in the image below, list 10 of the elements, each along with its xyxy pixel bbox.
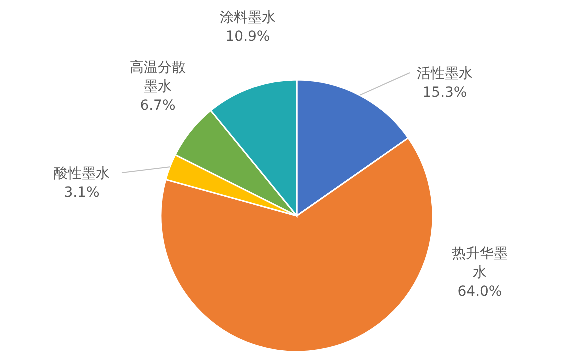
slice-label: 涂料墨水	[220, 10, 276, 26]
data-label: 10.9%	[226, 29, 270, 45]
slice-label: 活性墨水	[417, 66, 473, 82]
slice-label: 酸性墨水	[54, 166, 110, 182]
data-label: 64.0%	[458, 284, 502, 300]
slice-label: 高温分散墨水	[130, 60, 186, 95]
data-label: 3.1%	[64, 185, 100, 201]
slice-label: 热升华墨水	[452, 246, 508, 281]
data-label: 6.7%	[140, 98, 176, 114]
data-label: 15.3%	[422, 85, 468, 101]
